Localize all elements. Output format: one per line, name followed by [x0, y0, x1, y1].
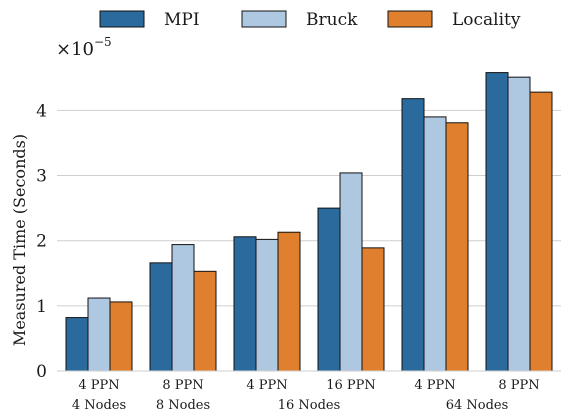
node-group-label: 8 Nodes: [156, 398, 210, 413]
legend-item-bruck: Bruck: [241, 10, 358, 30]
bar-locality: [445, 122, 469, 372]
legend-label: MPI: [164, 10, 200, 30]
x-tick-label: 8 PPN: [162, 378, 203, 393]
bars: [65, 72, 553, 372]
x-tick-label: 16 PPN: [326, 378, 376, 393]
legend-label: Bruck: [306, 10, 358, 30]
x-tick-label: 4 PPN: [78, 378, 119, 393]
node-group-label: 16 Nodes: [278, 398, 341, 413]
y-tick-label: 3: [36, 167, 47, 187]
bar-bruck: [87, 297, 111, 372]
x-tick-label: 8 PPN: [498, 378, 539, 393]
legend-label: Locality: [452, 10, 521, 30]
bar-bruck: [339, 172, 363, 372]
node-group-label: 4 Nodes: [72, 398, 126, 413]
bar-mpi: [401, 98, 425, 372]
legend-swatch: [99, 10, 145, 28]
legend-item-mpi: MPI: [99, 10, 200, 30]
bar-locality: [277, 231, 301, 372]
node-group-label: 64 Nodes: [446, 398, 509, 413]
bar-locality: [529, 91, 553, 372]
y-multiplier: ×10−5: [56, 35, 112, 60]
bar-bruck: [171, 244, 195, 372]
x-tick-label: 4 PPN: [414, 378, 455, 393]
bar-bruck: [423, 116, 447, 372]
bar-mpi: [65, 317, 89, 372]
bar-locality: [193, 270, 217, 372]
legend-swatch: [387, 10, 433, 28]
bar-mpi: [317, 207, 341, 372]
y-axis-label: Measured Time (Seconds): [10, 134, 29, 346]
legend: MPI Bruck Locality: [99, 10, 521, 30]
y-tick-label: 1: [36, 297, 47, 317]
bar-bruck: [255, 238, 279, 372]
bar-mpi: [485, 72, 509, 372]
bar-locality: [361, 247, 385, 372]
legend-swatch: [241, 10, 287, 28]
y-tick-label: 4: [36, 101, 47, 121]
bar-locality: [109, 301, 133, 372]
x-tick-label: 4 PPN: [246, 378, 287, 393]
bar-mpi: [149, 262, 173, 372]
bar-bruck: [507, 76, 531, 372]
gridlines: [57, 109, 561, 372]
y-tick-labels: 0 1 2 3 4: [36, 101, 47, 382]
bar-mpi: [233, 236, 257, 372]
x-tick-labels: 4 PPN 8 PPN 4 PPN 16 PPN 4 PPN 8 PPN 4 Nodes 8 …: [72, 378, 540, 413]
y-tick-label: 0: [36, 362, 47, 382]
y-tick-label: 2: [36, 232, 47, 252]
legend-item-locality: Locality: [387, 10, 521, 30]
